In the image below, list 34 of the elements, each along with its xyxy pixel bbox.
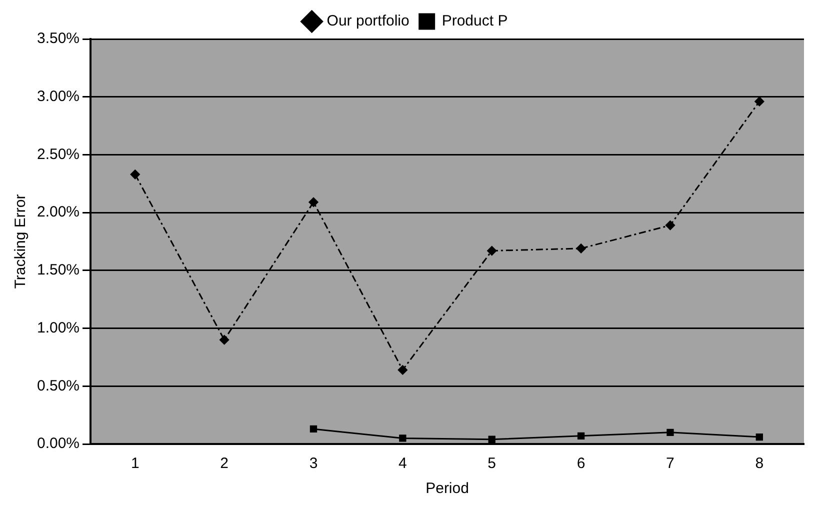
point xyxy=(310,425,318,433)
point xyxy=(577,432,585,440)
point xyxy=(398,365,408,375)
y-tick-label: 1.50% xyxy=(36,262,80,279)
y-tick-label: 0.50% xyxy=(36,377,80,394)
point xyxy=(488,436,496,443)
x-axis-title: Period xyxy=(426,480,469,498)
x-tick-label: 3 xyxy=(309,455,318,472)
y-axis-title: Tracking Error xyxy=(12,194,30,289)
x-tick-label: 7 xyxy=(666,455,674,472)
point xyxy=(220,335,230,345)
x-tick-label: 8 xyxy=(755,455,764,472)
x-tick-label: 5 xyxy=(488,455,496,472)
y-tick-label: 1.00% xyxy=(36,319,80,336)
y-tick-label: 0.00% xyxy=(36,435,80,452)
point xyxy=(756,433,763,441)
point xyxy=(308,197,318,207)
point xyxy=(399,434,406,442)
y-tick-label: 3.50% xyxy=(36,30,80,48)
x-tick-label: 6 xyxy=(576,455,586,472)
x-tick-label: 2 xyxy=(220,455,228,472)
point xyxy=(666,428,674,436)
legend-label: Product P xyxy=(442,12,508,30)
point xyxy=(754,96,764,106)
point xyxy=(665,220,675,230)
x-tick-label: 1 xyxy=(130,455,140,472)
legend-label: Our portfolio xyxy=(326,12,410,30)
point xyxy=(487,246,497,256)
point xyxy=(130,170,140,180)
y-tick-label: 2.50% xyxy=(36,146,80,163)
y-tick-label: 3.00% xyxy=(36,88,80,105)
x-tick-label: 4 xyxy=(398,455,407,472)
point xyxy=(576,244,586,254)
y-tick-label: 2.00% xyxy=(36,204,80,221)
